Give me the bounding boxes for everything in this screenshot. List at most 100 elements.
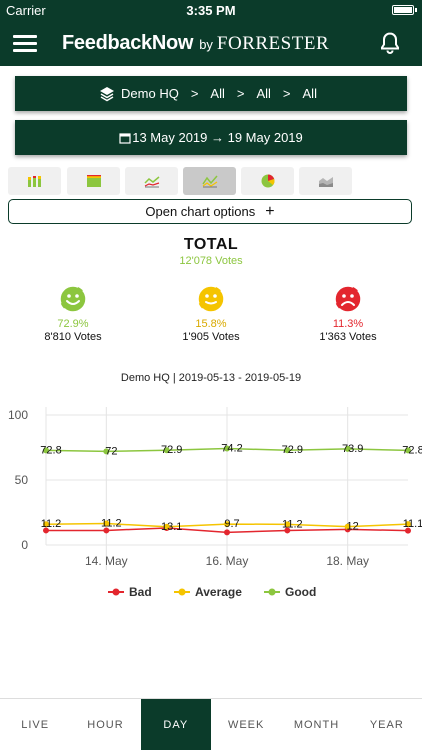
x-tick-label: 16. May — [206, 554, 249, 568]
data-point-bad — [284, 527, 291, 534]
data-point-average — [344, 523, 351, 530]
total-votes: 12'078 Votes — [179, 255, 243, 267]
period-tab-bar: LIVE HOUR DAY WEEK MONTH YEAR — [0, 698, 422, 750]
data-label: 12 — [347, 521, 359, 533]
data-point-good — [224, 445, 230, 452]
data-point-average — [284, 521, 291, 528]
area-chart-icon — [318, 177, 333, 187]
date-range-label: 13 May 2019 → 19 May 2019 — [132, 130, 303, 145]
x-tick-label: 14. May — [85, 554, 128, 568]
data-point-average — [43, 521, 49, 528]
data-label: 11.2 — [101, 518, 122, 530]
sentiment-average: 15.8% 1'905 Votes — [161, 284, 261, 343]
breadcrumb-level-1: All — [210, 86, 225, 101]
open-chart-options-label: Open chart options — [145, 204, 256, 219]
chart-type-pie[interactable] — [241, 167, 294, 195]
bad-votes: 1'363 Votes — [319, 331, 377, 343]
data-point-good — [103, 448, 110, 455]
tab-year[interactable]: YEAR — [369, 718, 404, 731]
chart-type-grid-bar[interactable] — [67, 167, 120, 195]
legend-marker-good — [268, 588, 276, 596]
line-chart-icon — [143, 176, 159, 188]
data-label: 11.1 — [403, 518, 422, 530]
tab-hour[interactable]: HOUR — [87, 718, 124, 731]
data-point-good — [344, 445, 351, 452]
data-point-bad — [103, 527, 110, 534]
pie-chart-icon — [261, 174, 274, 188]
carrier-label: Carrier — [6, 3, 46, 18]
data-label: 74.2 — [221, 443, 242, 455]
notification-bell-icon[interactable] — [378, 31, 402, 55]
chart-subtitle: Demo HQ | 2019-05-13 - 2019-05-19 — [120, 372, 302, 384]
chart-type-selector — [8, 167, 414, 195]
data-label: 72 — [105, 445, 117, 457]
tab-month[interactable]: MONTH — [293, 718, 340, 731]
data-label: 11.2 — [282, 518, 303, 530]
date-range-selector[interactable]: 13 May 2019 → 19 May 2019 — [15, 120, 407, 155]
data-point-bad — [405, 527, 411, 534]
average-votes: 1'905 Votes — [182, 331, 240, 343]
hamburger-menu-icon[interactable] — [13, 35, 37, 53]
grid-bar-icon — [86, 175, 101, 187]
location-breadcrumb[interactable]: Demo HQ > All > All > All — [15, 76, 407, 111]
battery-icon — [392, 5, 417, 15]
data-point-bad — [224, 529, 230, 536]
total-title: TOTAL — [183, 236, 239, 253]
data-point-average — [405, 521, 411, 528]
smiling-face-icon — [197, 285, 225, 313]
status-bar: Carrier 3:35 PM — [0, 0, 422, 20]
chart-type-line-active[interactable] — [183, 167, 236, 195]
legend-label-bad: Bad — [129, 585, 152, 599]
data-label: 72.8 — [40, 444, 61, 456]
logo-by: by — [199, 37, 213, 52]
tab-day[interactable]: DAY — [140, 699, 211, 750]
data-point-good — [163, 447, 170, 454]
bad-percent: 11.3% — [332, 318, 364, 330]
data-point-good — [284, 447, 291, 454]
legend-marker-bad — [112, 588, 120, 596]
stacked-bar-icon — [27, 176, 41, 187]
data-label: 9.7 — [224, 518, 239, 530]
breadcrumb-separator: > — [236, 86, 245, 101]
data-point-average — [163, 523, 170, 530]
data-label: 73.9 — [342, 443, 363, 455]
y-tick-label: 100 — [8, 408, 28, 422]
tab-live[interactable]: LIVE — [21, 718, 50, 731]
data-label: 72.9 — [282, 444, 303, 456]
data-label: 72.8 — [402, 444, 422, 456]
tab-week[interactable]: WEEK — [227, 718, 265, 731]
breadcrumb-separator: > — [190, 86, 199, 101]
calendar-icon — [119, 132, 131, 144]
x-tick-label: 18. May — [326, 554, 369, 568]
data-label: 11.2 — [41, 518, 62, 530]
breadcrumb-level-3: All — [302, 86, 317, 101]
data-label: 72.9 — [161, 444, 182, 456]
y-tick-label: 50 — [15, 473, 29, 487]
status-time: 3:35 PM — [186, 3, 236, 18]
happy-face-icon — [59, 285, 87, 313]
chart-type-area[interactable] — [299, 167, 352, 195]
logo-partner: FORRESTER — [216, 33, 330, 54]
plus-icon: + — [265, 202, 275, 220]
data-point-good — [405, 447, 411, 454]
sentiment-good: 72.9% 8'810 Votes — [23, 284, 123, 343]
layers-icon — [100, 86, 115, 101]
good-votes: 8'810 Votes — [44, 331, 102, 343]
legend-marker-average — [178, 588, 186, 596]
app-header: FeedbackNow by FORRESTER — [0, 20, 422, 66]
data-point-average — [103, 520, 110, 527]
chart-type-line[interactable] — [125, 167, 178, 195]
breadcrumb-separator: > — [282, 86, 291, 101]
chart-type-stacked-bar[interactable] — [8, 167, 61, 195]
legend-label-average: Average — [195, 585, 242, 599]
data-point-bad — [43, 527, 49, 534]
data-point-good — [43, 447, 49, 454]
app-logo: FeedbackNow by FORRESTER — [62, 32, 329, 55]
sad-face-icon — [334, 285, 362, 313]
average-percent: 15.8% — [195, 318, 227, 330]
open-chart-options-button[interactable]: Open chart options + — [8, 199, 412, 224]
legend-label-good: Good — [285, 585, 316, 599]
breadcrumb-root: Demo HQ — [121, 86, 179, 101]
y-tick-label: 0 — [21, 538, 28, 552]
good-percent: 72.9% — [57, 318, 89, 330]
